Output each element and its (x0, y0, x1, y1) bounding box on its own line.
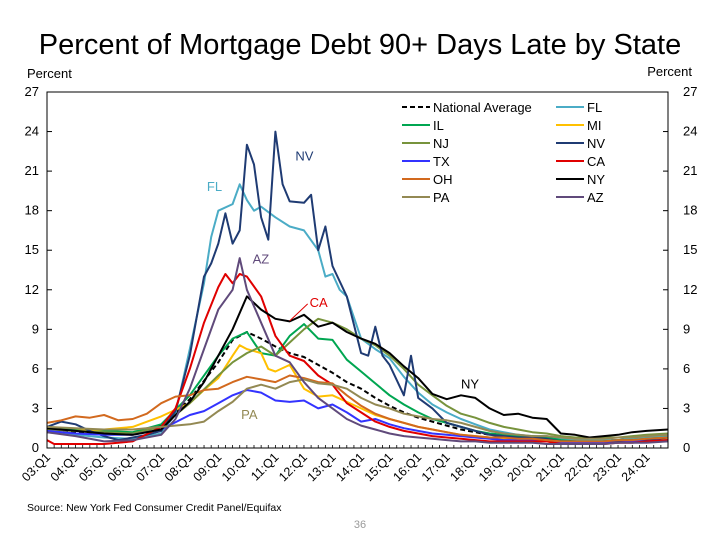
x-tick-label: 24:Q1 (619, 450, 653, 484)
x-tick-label: 05:Q1 (76, 450, 110, 484)
annotation-nv: NV (295, 149, 313, 164)
annotation-pointer-ca (289, 303, 309, 322)
page-number: 36 (353, 519, 367, 531)
y-tick-label-right: 15 (683, 242, 697, 257)
plot-frame (46, 91, 669, 449)
legend-label: NJ (433, 136, 449, 151)
y-tick-label-right: 0 (683, 440, 690, 455)
x-tick-label: 14:Q1 (333, 450, 367, 484)
annotation-az: AZ (253, 251, 270, 266)
legend: National Average FL IL MI NJ NV TX CA OH NY PA AZ (402, 100, 605, 205)
x-tick-label: 06:Q1 (105, 450, 139, 484)
legend-label: NV (587, 136, 605, 151)
series-line-oh (46, 374, 669, 443)
legend-label: PA (433, 190, 450, 205)
y-tick-label-left: 15 (25, 242, 39, 257)
series-line-nj (46, 317, 669, 439)
series-line-pa (46, 378, 669, 440)
y-tick-label-right: 3 (683, 400, 690, 415)
x-tick-label: 09:Q1 (190, 450, 224, 484)
annotations: NV FL AZ CA NY PA (207, 149, 479, 422)
series-line-nv (46, 130, 669, 444)
x-tick-label: 10:Q1 (219, 450, 253, 484)
y-tick-label-left: 27 (25, 84, 39, 99)
series-layer (46, 130, 669, 445)
annotation-pa: PA (241, 407, 258, 422)
x-tick-label: 19:Q1 (476, 450, 510, 484)
annotation-fl: FL (207, 179, 222, 194)
y-tick-label-left: 3 (32, 400, 39, 415)
y-tick-label-left: 0 (32, 440, 39, 455)
annotation-ca: CA (310, 295, 328, 310)
y-tick-label-left: 21 (25, 163, 39, 178)
legend-label: TX (433, 154, 450, 169)
legend-label: FL (587, 100, 602, 115)
legend-label: National Average (433, 100, 532, 115)
y-tick-label-left: 18 (25, 203, 39, 218)
y-tick-label-right: 18 (683, 203, 697, 218)
x-tick-label: 21:Q1 (533, 450, 567, 484)
annotation-ny: NY (461, 377, 479, 392)
y-tick-label-left: 9 (32, 321, 39, 336)
legend-label: OH (433, 172, 453, 187)
series-line-ny (46, 295, 669, 439)
x-tick-label: 22:Q1 (562, 450, 596, 484)
legend-label: IL (433, 118, 444, 133)
series-line-tx (46, 389, 669, 444)
x-tick-label: 07:Q1 (133, 450, 167, 484)
y-tick-label-right: 27 (683, 84, 697, 99)
legend-label: NY (587, 172, 605, 187)
x-tick-label: 13:Q1 (305, 450, 339, 484)
y-tick-label-right: 9 (683, 321, 690, 336)
legend-label: CA (587, 154, 605, 169)
x-tick-label: 16:Q1 (390, 450, 424, 484)
y-tick-label-left: 6 (32, 361, 39, 376)
y-tick-label-right: 24 (683, 124, 697, 139)
x-tick-label: 15:Q1 (362, 450, 396, 484)
y-tick-label-left: 12 (25, 282, 39, 297)
source-note: Source: New York Fed Consumer Credit Pan… (27, 502, 282, 514)
y-tick-label-right: 21 (683, 163, 697, 178)
x-tick-label: 11:Q1 (248, 450, 281, 483)
x-tick-label: 17:Q1 (419, 450, 453, 484)
y-tick-label-left: 24 (25, 124, 39, 139)
y-tick-label-right: 12 (683, 282, 697, 297)
y-axis-label-right: Percent (647, 64, 692, 79)
y-axis-label-left: Percent (27, 66, 72, 81)
chart-title: Percent of Mortgage Debt 90+ Days Late b… (38, 29, 682, 61)
series-line-az (46, 257, 669, 445)
x-tick-label: 20:Q1 (505, 450, 539, 484)
x-tick-label: 03:Q1 (19, 450, 53, 484)
legend-label: MI (587, 118, 601, 133)
y-tick-label-right: 6 (683, 361, 690, 376)
x-tick-label: 04:Q1 (48, 450, 82, 484)
x-tick-label: 08:Q1 (162, 450, 196, 484)
x-tick-label: 23:Q1 (590, 450, 624, 484)
x-tick-label: 18:Q1 (447, 450, 481, 484)
x-tick-label: 12:Q1 (276, 450, 310, 484)
series-line-fl (46, 183, 669, 442)
legend-label: AZ (587, 190, 604, 205)
